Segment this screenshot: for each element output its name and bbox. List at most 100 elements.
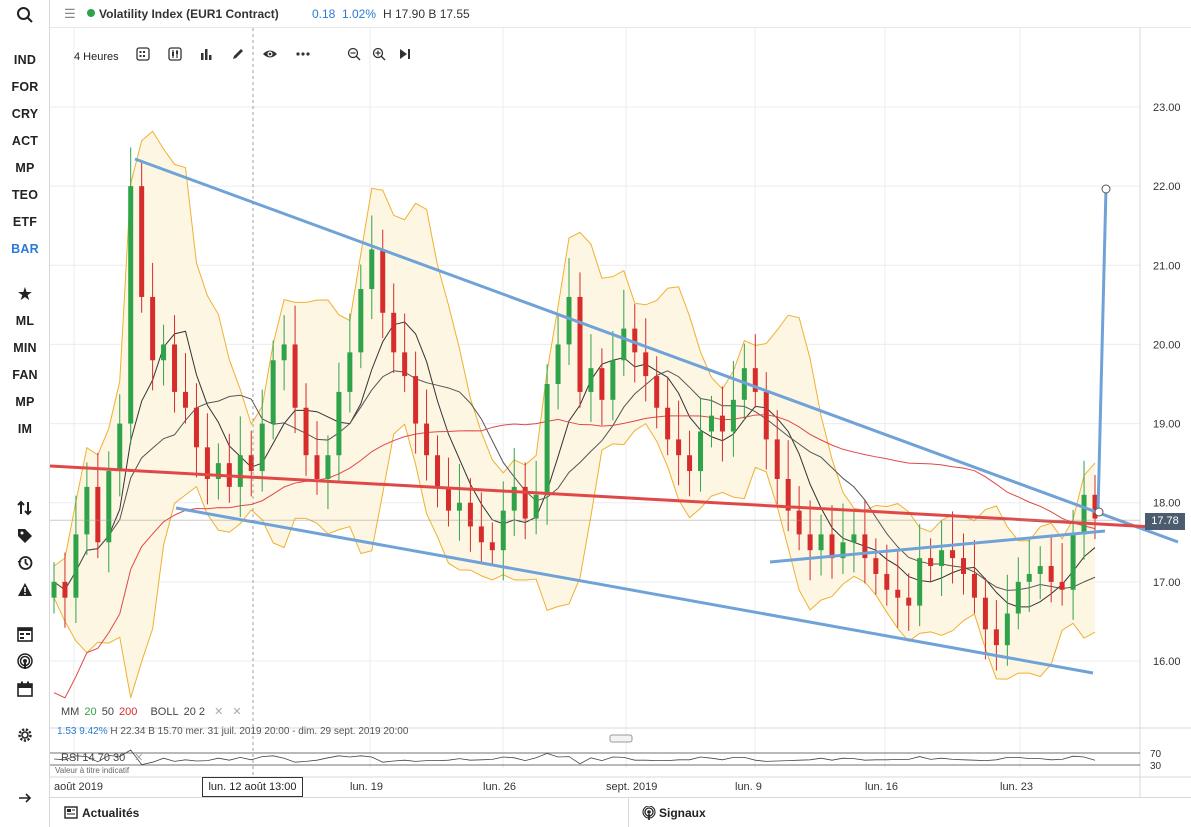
lower-trendline: [175, 506, 1094, 675]
candle-body: [632, 328, 638, 353]
candle-body: [281, 344, 287, 361]
close-icon[interactable]: ✕: [214, 706, 224, 718]
sidebar-item-teo[interactable]: TEO: [11, 188, 39, 202]
sidebar-item-ml-0[interactable]: ML: [15, 314, 35, 328]
news-tab[interactable]: Actualités: [82, 806, 140, 820]
more-icon[interactable]: [295, 46, 311, 66]
candle-body: [730, 399, 736, 432]
candle-body: [128, 186, 134, 424]
alert-icon[interactable]: [0, 582, 50, 603]
zoom-in-icon[interactable]: [372, 46, 386, 66]
eye-icon[interactable]: [262, 46, 278, 66]
candle-body: [654, 376, 660, 408]
candle-body: [829, 534, 835, 559]
candle-body: [665, 407, 671, 440]
newspaper-icon[interactable]: [64, 806, 78, 822]
calendar-grid-icon[interactable]: [0, 626, 50, 647]
rsi-legend[interactable]: RSI 14 70 30 ✕: [61, 751, 144, 764]
candle-body: [347, 352, 353, 392]
candle-body: [1015, 581, 1021, 614]
gear-icon[interactable]: [0, 726, 50, 749]
pencil-icon[interactable]: [231, 46, 245, 66]
price-chart[interactable]: 23.00 22.00 21.00 20.00 19.00 18.00 17.00 16.00…: [50, 28, 1191, 797]
star-icon[interactable]: ★: [16, 284, 34, 304]
candle-body: [895, 589, 901, 598]
y-tick-label: 17.00: [1153, 577, 1181, 589]
candle-body: [993, 629, 999, 646]
calendar-grid-icon[interactable]: [136, 46, 150, 66]
menu-icon[interactable]: ☰: [64, 6, 76, 21]
candle-body: [292, 344, 298, 408]
broadcast-icon[interactable]: [0, 653, 50, 674]
close-icon[interactable]: ✕: [232, 706, 242, 718]
close-icon[interactable]: ✕: [134, 752, 144, 764]
tag-icon[interactable]: [0, 528, 50, 549]
candle-body: [752, 368, 758, 392]
boll-params: 20 2: [183, 706, 206, 718]
left-sidebar: IND FOR CRY ACT MP TEO ETF BAR ★ ML MIN FAN MP IM: [0, 0, 50, 827]
search-icon[interactable]: [0, 6, 50, 29]
sidebar-item-min-1[interactable]: MIN: [13, 341, 37, 355]
mm-period-50: 50: [101, 706, 114, 718]
candle-body: [1037, 566, 1043, 574]
candle-body: [500, 510, 506, 551]
sidebar-item-act[interactable]: ACT: [11, 134, 39, 148]
status-dot: [87, 9, 95, 17]
history-icon[interactable]: [0, 555, 50, 576]
sidebar-item-ind[interactable]: IND: [13, 53, 37, 67]
moving-average-200: [53, 414, 1096, 699]
bollinger-upper: [53, 130, 1096, 567]
candle-body: [161, 344, 167, 361]
y-tick-label: 21.00: [1153, 260, 1181, 272]
candle-body: [445, 486, 451, 511]
sidebar-item-for[interactable]: FOR: [11, 80, 39, 94]
candle-body: [314, 455, 320, 479]
candle-body: [380, 249, 386, 313]
indicator-legend[interactable]: MM 20 50 200 BOLL 20 2 ✕ ✕: [61, 705, 244, 718]
candle-body: [928, 558, 934, 567]
candle-body: [106, 471, 112, 543]
x-tick-label: lun. 23: [1000, 781, 1033, 793]
candle-body: [807, 534, 813, 551]
sort-arrows-icon[interactable]: [0, 500, 50, 521]
candle-body: [818, 534, 824, 551]
sidebar-item-mp-3[interactable]: MP: [15, 395, 35, 409]
projection-handle: [1101, 184, 1111, 194]
mm-period-20: 20: [84, 706, 97, 718]
candle-body: [950, 550, 956, 559]
range-readout: 1.53 9.42% H 22.34 B 15.70 mer. 31 juil.…: [57, 726, 408, 737]
candle-body: [785, 478, 791, 511]
upper-trendline: [134, 157, 1179, 544]
bar-chart-icon[interactable]: [199, 46, 213, 66]
candle-body: [193, 407, 199, 448]
zoom-out-icon[interactable]: [347, 46, 361, 66]
sidebar-item-etf[interactable]: ETF: [12, 215, 38, 229]
candle-body: [204, 447, 210, 479]
calendar-icon[interactable]: [0, 681, 50, 702]
candle-body: [533, 494, 539, 519]
timeframe-selector[interactable]: 4 Heures: [74, 51, 119, 63]
candle-body: [139, 186, 145, 297]
pane-resize-handle: [609, 734, 633, 743]
candle-body: [489, 542, 495, 551]
candle-body: [1059, 581, 1065, 590]
sidebar-item-mp[interactable]: MP: [15, 161, 35, 175]
candle-body: [467, 502, 473, 527]
candle-body: [1081, 494, 1087, 535]
candle-body: [884, 573, 890, 590]
signal-icon[interactable]: [642, 805, 656, 823]
sidebar-item-bar[interactable]: BAR: [11, 242, 39, 256]
candle-body: [982, 597, 988, 630]
candle-body: [369, 249, 375, 290]
sidebar-item-fan-2[interactable]: FAN: [12, 368, 38, 382]
signals-tab[interactable]: Signaux: [659, 806, 706, 820]
candlestick-icon[interactable]: [168, 46, 182, 66]
candle-body: [599, 368, 605, 400]
sidebar-item-im-4[interactable]: IM: [17, 422, 33, 436]
candle-body: [117, 423, 123, 472]
arrow-right-icon[interactable]: [0, 790, 50, 811]
x-tick-label: lun. 16: [865, 781, 898, 793]
instrument-title[interactable]: Volatility Index (EUR1 Contract): [99, 7, 279, 21]
skip-forward-icon[interactable]: [398, 46, 412, 66]
sidebar-item-cry[interactable]: CRY: [11, 107, 39, 121]
